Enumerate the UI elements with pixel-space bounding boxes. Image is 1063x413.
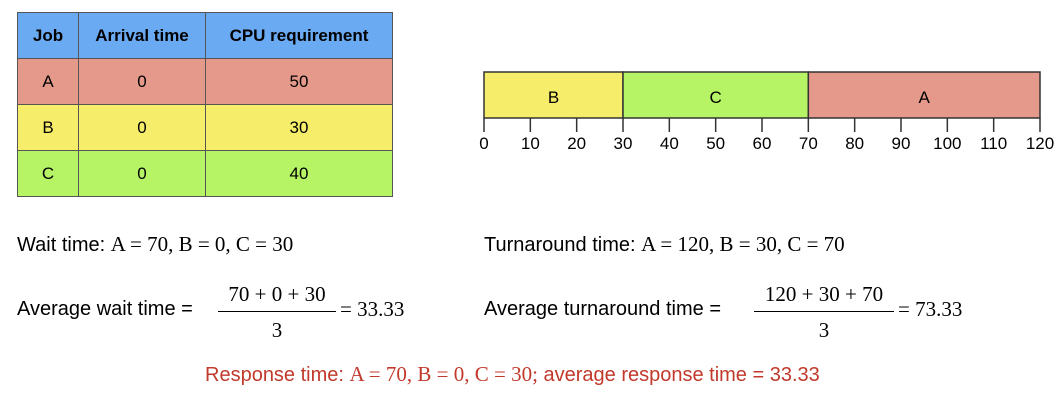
- tick-label: 120: [1026, 134, 1054, 153]
- math: A = 70, B = 0, C = 30: [110, 232, 294, 256]
- label: Response time:: [205, 364, 344, 386]
- avg-wait-label: Average wait time =: [17, 298, 193, 320]
- turnaround-line: Turnaround time: A = 120, B = 30, C = 70: [484, 232, 845, 257]
- numerator: 70 + 0 + 30: [218, 282, 336, 312]
- gantt-chart: B C A 0 10 20 30 40 50 60 70 80 90 100 110 120: [479, 71, 1054, 153]
- denominator: 3: [818, 318, 830, 342]
- segment: [807, 71, 1041, 119]
- segment-label: B: [548, 88, 559, 107]
- cell: 0: [78, 58, 206, 105]
- tick-label: 50: [706, 134, 725, 153]
- job-table: Job Arrival time CPU requirement A 0 50 B 0 30 C…: [17, 12, 393, 197]
- denominator: 3: [271, 318, 283, 342]
- summary: average response time = 33.33: [543, 364, 820, 386]
- segment: [483, 71, 624, 119]
- row: C 0 40: [17, 150, 393, 197]
- result: = 73.33: [898, 297, 963, 321]
- numerator: 120 + 30 + 70: [754, 282, 894, 312]
- header-cell: Arrival time: [78, 12, 206, 59]
- cell: B: [17, 104, 79, 151]
- fraction: 70 + 0 + 30 3: [218, 282, 336, 343]
- cell: 30: [205, 104, 393, 151]
- segment-label: A: [918, 88, 930, 107]
- segment-label: C: [710, 88, 722, 107]
- header-row: Job Arrival time CPU requirement: [17, 12, 393, 59]
- segment: [622, 71, 810, 119]
- tick-label: 100: [933, 134, 961, 153]
- row: B 0 30: [17, 104, 393, 151]
- wait-line: Wait time: A = 70, B = 0, C = 30: [17, 232, 293, 257]
- header-cell: CPU requirement: [205, 12, 393, 59]
- math: A = 120, B = 30, C = 70: [641, 232, 845, 256]
- label: Wait time:: [17, 234, 106, 256]
- tick-label: 20: [567, 134, 586, 153]
- tick-label: 30: [614, 134, 633, 153]
- cell: 0: [78, 150, 206, 197]
- header-cell: Job: [17, 12, 79, 59]
- label: Turnaround time:: [484, 234, 636, 256]
- cell: 40: [205, 150, 393, 197]
- tick-label: 60: [753, 134, 772, 153]
- response-line: Response time: A = 70, B = 0, C = 30; av…: [205, 362, 820, 387]
- tick-label: 70: [799, 134, 818, 153]
- result: = 33.33: [340, 297, 405, 321]
- math: A = 70, B = 0, C = 30;: [349, 362, 538, 386]
- fraction: 120 + 30 + 70 3: [754, 282, 894, 343]
- tick-label: 40: [660, 134, 679, 153]
- tick-label: 110: [980, 134, 1007, 153]
- tick-label: 0: [479, 134, 488, 153]
- tick-label: 10: [521, 134, 540, 153]
- tick-label: 90: [892, 134, 911, 153]
- cell: 50: [205, 58, 393, 105]
- avg-turnaround-label: Average turnaround time =: [484, 298, 722, 320]
- tick-label: 80: [845, 134, 864, 153]
- row: A 0 50: [17, 58, 393, 105]
